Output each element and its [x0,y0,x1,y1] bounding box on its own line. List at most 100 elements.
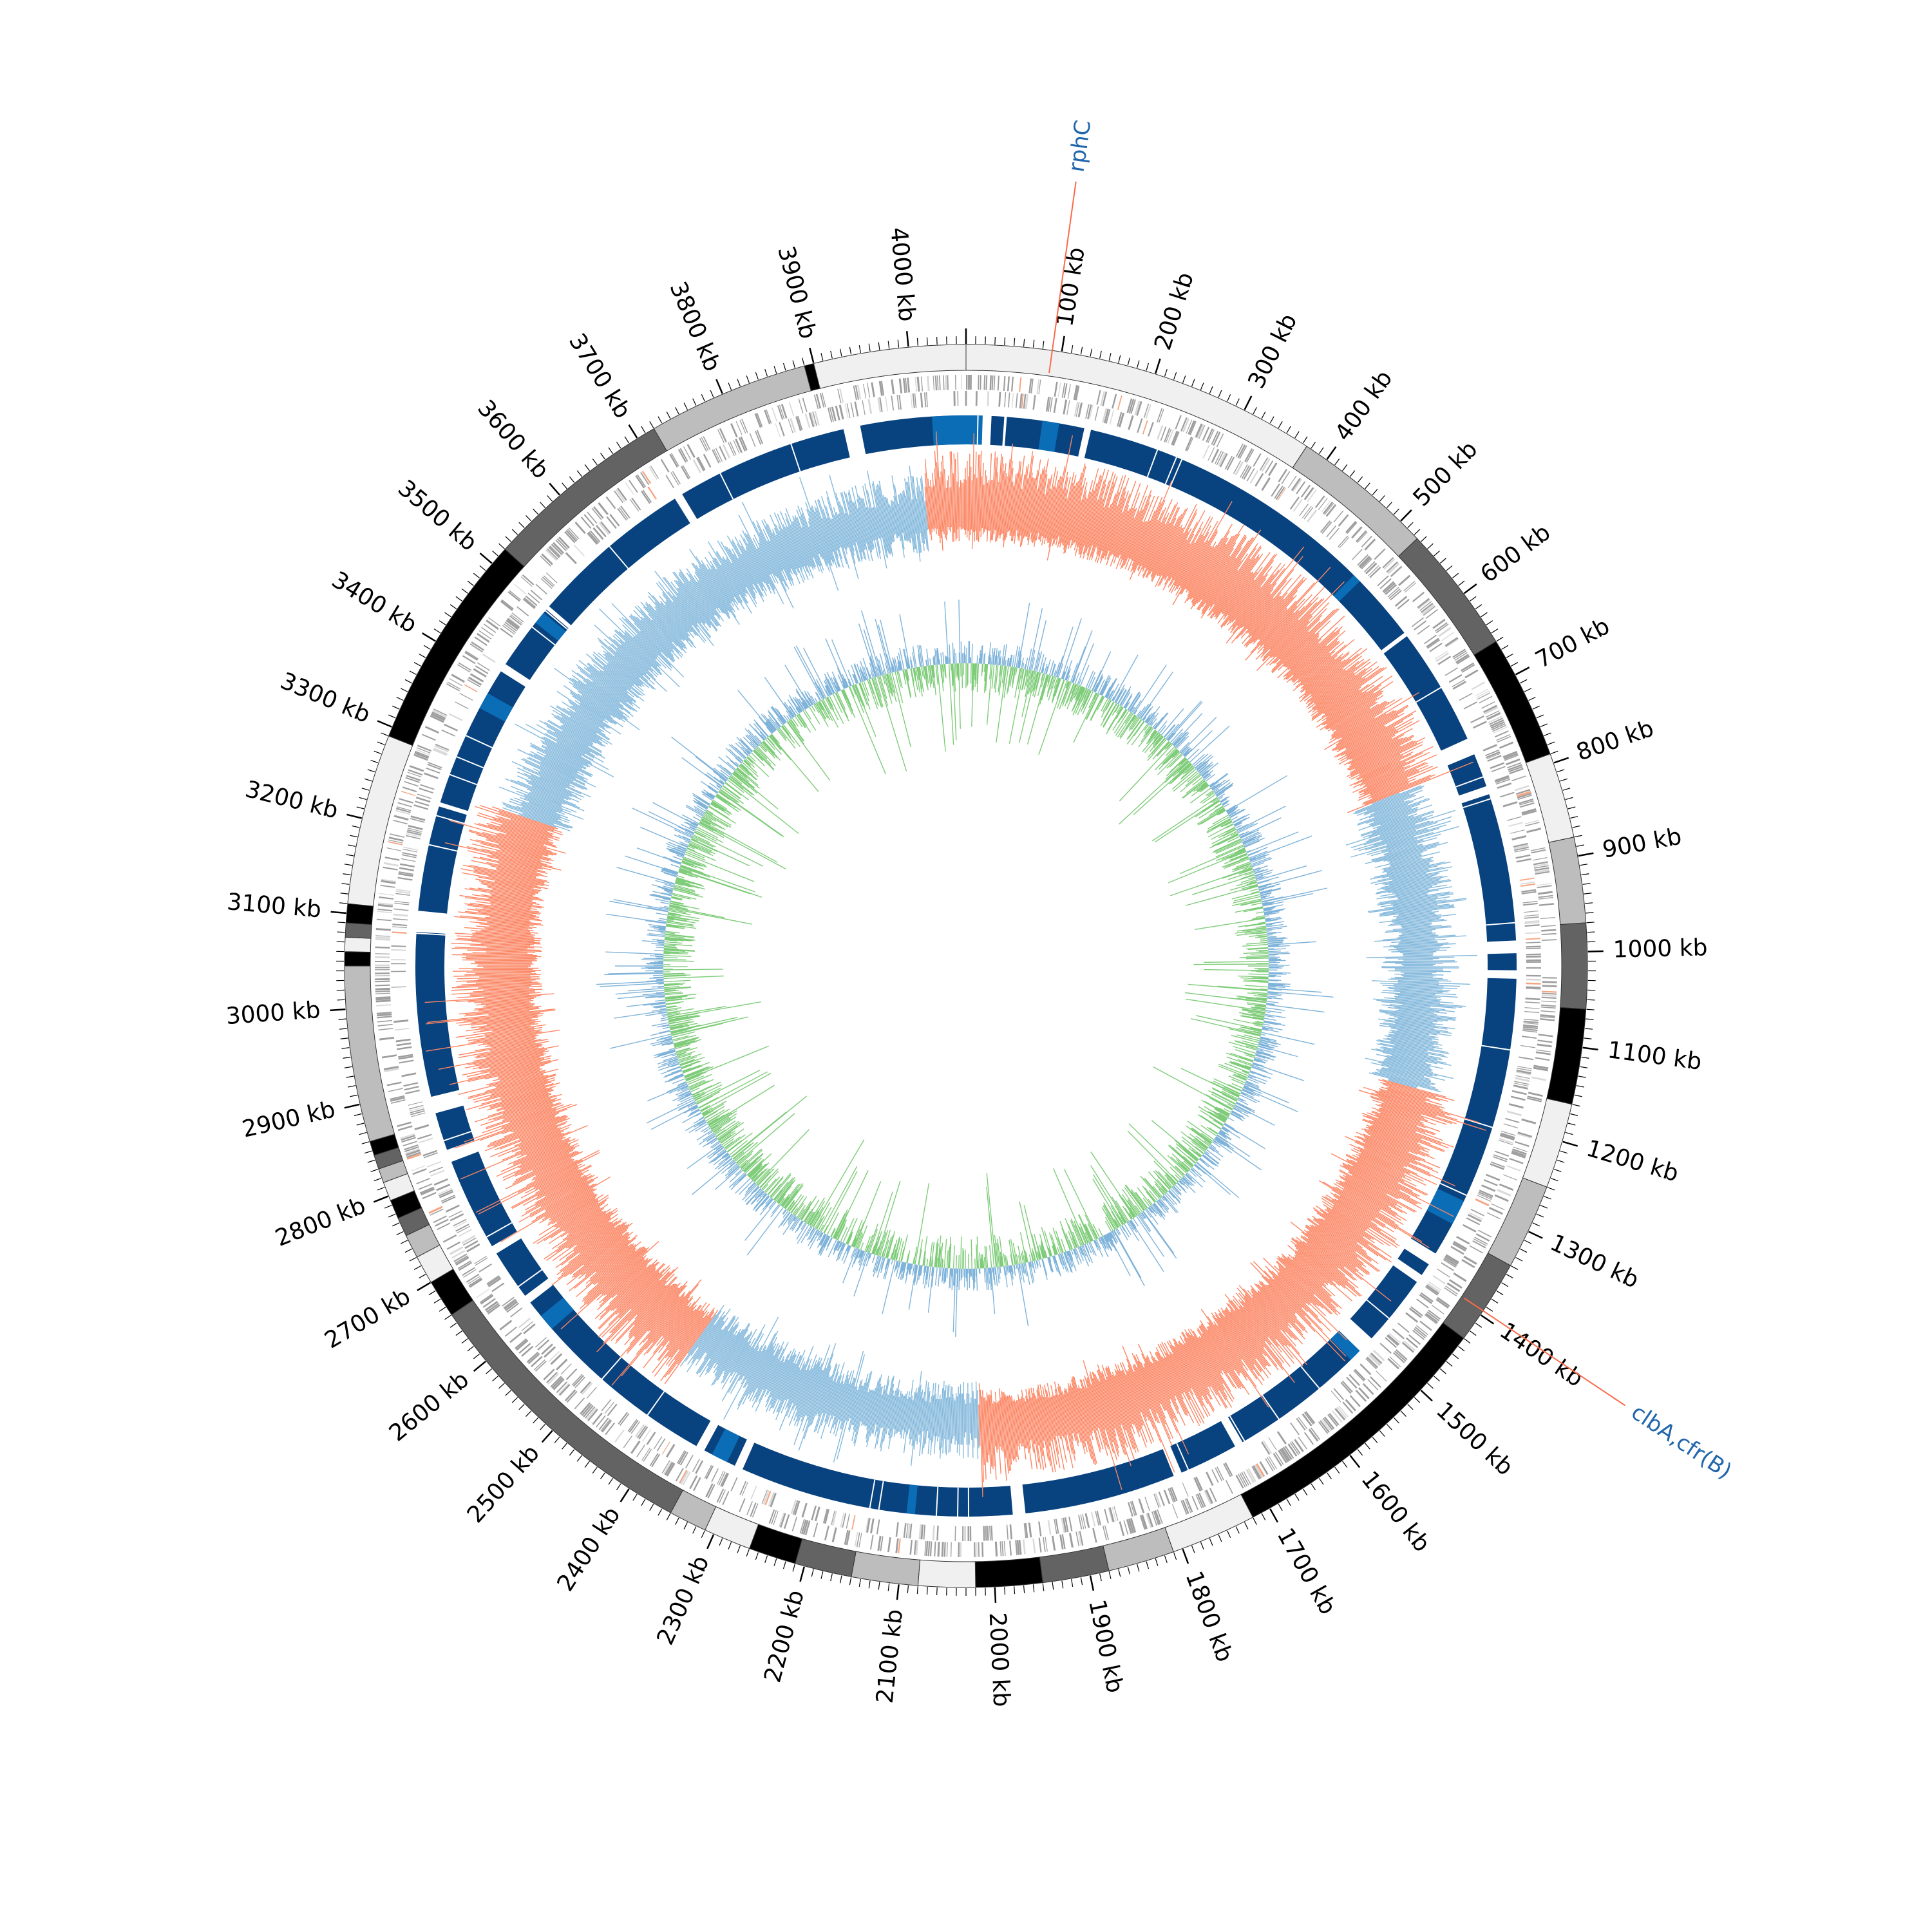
backbone-block [415,932,460,1097]
skew-bar [1147,731,1158,744]
skew-bar [1114,705,1120,712]
skew-bar [1124,696,1132,708]
gc-bar [796,516,817,567]
gc-bar [1357,799,1430,826]
gc-bar [608,1269,665,1326]
skew-bar [1232,813,1250,824]
gene-mark [408,1101,423,1106]
gene-mark [1226,457,1235,471]
gc-bar [568,1210,602,1234]
gc-bar [533,1158,573,1179]
gene-mark [1028,1522,1032,1538]
gc-bar [544,756,578,774]
gene-mark [1359,556,1372,569]
minor-tick [1586,1009,1595,1010]
minor-tick [374,750,382,754]
gene-mark [1506,1165,1521,1172]
minor-tick [1302,1488,1308,1496]
gc-bar [1335,710,1405,751]
gene-mark [620,506,630,518]
gc-bar [1350,826,1459,858]
gc-bar [866,470,887,569]
gc-bar [468,1031,543,1044]
gc-bar [753,535,779,584]
gc-bar [701,560,735,612]
gc-bar [1304,659,1346,693]
gc-bar [530,1180,594,1218]
gene-mark [1298,1417,1308,1430]
gene-mark [481,627,494,636]
backbone-highlight [1331,1331,1360,1360]
gc-bar [601,645,649,688]
minor-tick [746,1549,750,1557]
gene-mark [665,475,674,489]
gc-bar [759,542,776,576]
gc-bar [1064,1388,1079,1446]
skew-bar [1115,690,1122,703]
gc-bar [492,1068,543,1081]
gc-bar [1229,1309,1267,1357]
gc-bar [1370,780,1408,797]
gene-mark [1117,412,1122,427]
gene-mark [1516,1069,1531,1075]
gene-mark [720,1472,728,1486]
skew-bar [1112,688,1121,702]
gc-bar [518,1176,598,1223]
skew-bar [1195,800,1220,818]
gene-mark [1216,433,1224,448]
skew-bar [1101,698,1108,712]
gc-bar [712,1324,750,1386]
gc-bar [489,1042,536,1052]
gc-bar [544,1184,589,1211]
gc-bar [800,507,824,571]
gene-mark [1452,681,1466,690]
gene-mark [543,1368,555,1381]
gc-bar [458,1068,558,1095]
gene-mark [1508,766,1523,773]
gene-mark [397,1125,413,1132]
gene-mark [1349,1374,1360,1387]
gc-bar [1388,889,1439,899]
gc-bar [683,583,712,620]
skew-bar [1011,667,1016,688]
gc-bar [794,515,816,569]
gene-mark [1448,674,1463,683]
gc-bar [582,1246,645,1302]
minor-tick [849,1577,852,1586]
gc-bar [936,1394,941,1442]
gc-bar [1262,598,1325,662]
skew-bar [1220,799,1227,804]
gc-bar [1379,884,1448,897]
gc-bar [794,517,815,568]
gene-mark [794,1501,800,1515]
gene-mark [945,375,947,390]
backbone-break [450,1149,478,1161]
gc-bar [586,678,624,707]
skew-bar [1101,699,1112,718]
gc-bar [1370,1062,1445,1081]
gene-mark [458,1229,472,1237]
gc-bar [1271,1270,1319,1318]
gene-mark [592,506,604,519]
gene-mark [459,692,473,701]
tick-label: 2400 kb [552,1502,625,1596]
gc-bar [629,616,674,663]
gene-mark [1193,1477,1202,1492]
gene-mark [1390,565,1403,577]
skew-bar [1097,696,1105,710]
gc-bar [1285,1267,1314,1295]
minor-tick [340,893,348,895]
skew-bar [1203,770,1214,779]
gene-mark [857,384,862,400]
gc-bar [1248,592,1288,638]
gc-bar [598,638,656,690]
gc-bar [547,721,602,753]
minor-tick [359,1132,367,1135]
gc-bar [547,731,594,759]
minor-tick [1570,1113,1578,1116]
gc-bar [989,451,996,543]
gc-bar [489,1061,542,1074]
gene-mark [586,1407,597,1420]
minor-tick [348,844,356,847]
